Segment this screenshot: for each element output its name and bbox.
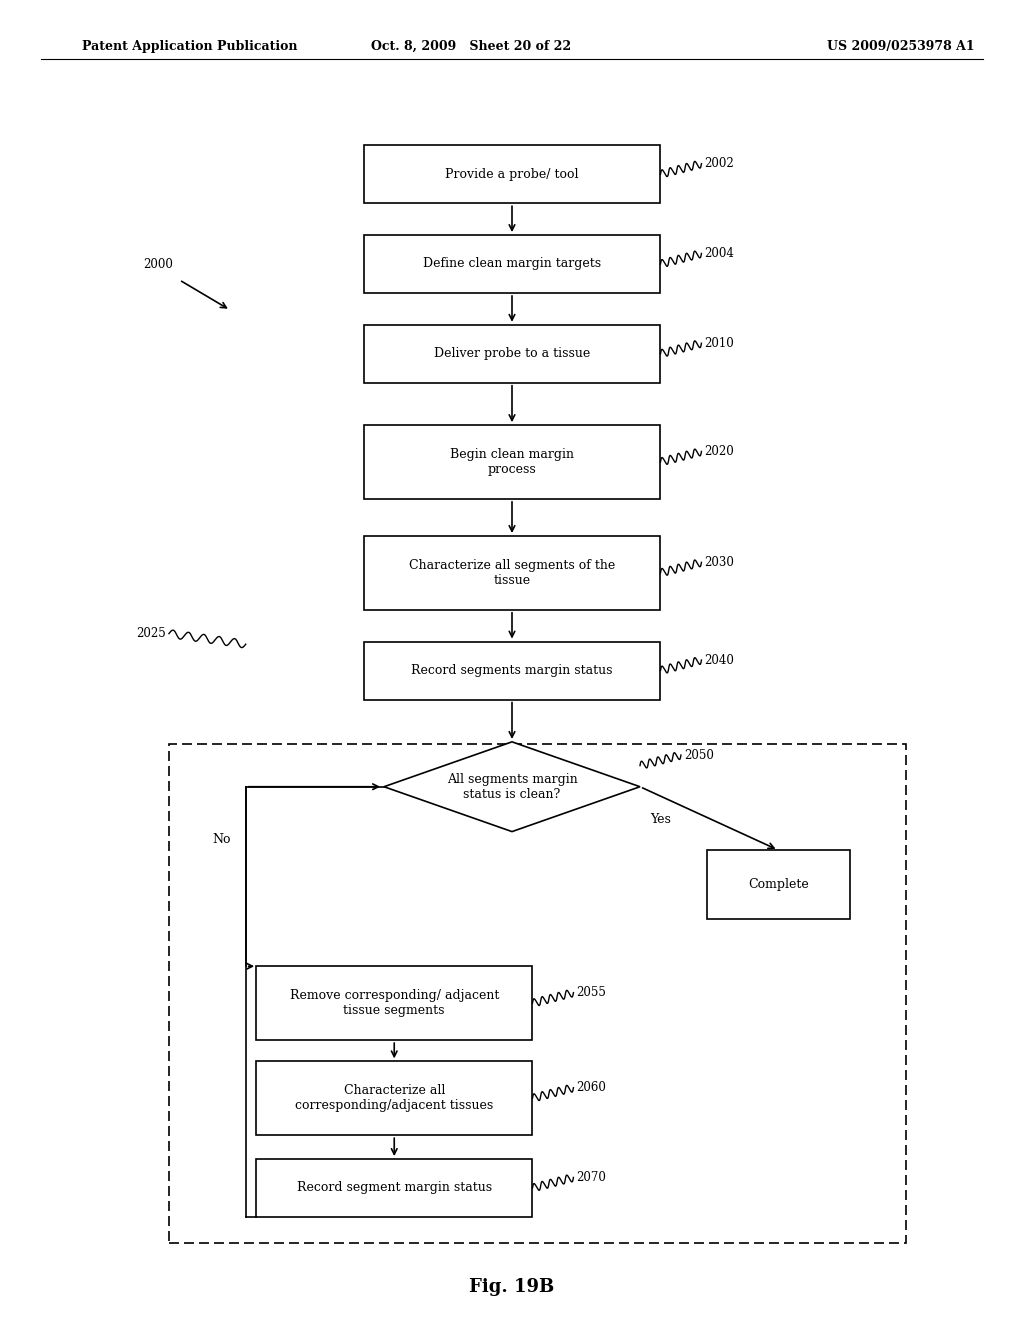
Text: Characterize all
corresponding/adjacent tissues: Characterize all corresponding/adjacent … (295, 1084, 494, 1113)
FancyBboxPatch shape (364, 145, 660, 203)
Text: Patent Application Publication: Patent Application Publication (82, 40, 297, 53)
Text: 2055: 2055 (577, 986, 606, 999)
Text: Fig. 19B: Fig. 19B (469, 1278, 555, 1296)
Text: Remove corresponding/ adjacent
tissue segments: Remove corresponding/ adjacent tissue se… (290, 989, 499, 1018)
Text: Oct. 8, 2009   Sheet 20 of 22: Oct. 8, 2009 Sheet 20 of 22 (371, 40, 571, 53)
Text: All segments margin
status is clean?: All segments margin status is clean? (446, 772, 578, 801)
Text: 2000: 2000 (143, 257, 173, 271)
Text: 2002: 2002 (705, 157, 734, 170)
Polygon shape (384, 742, 640, 832)
FancyBboxPatch shape (364, 425, 660, 499)
Text: Provide a probe/ tool: Provide a probe/ tool (445, 168, 579, 181)
Text: 2060: 2060 (577, 1081, 606, 1094)
Text: Begin clean margin
process: Begin clean margin process (450, 447, 574, 477)
Text: Define clean margin targets: Define clean margin targets (423, 257, 601, 271)
Text: No: No (212, 833, 230, 846)
Text: Record segments margin status: Record segments margin status (412, 664, 612, 677)
Text: Record segment margin status: Record segment margin status (297, 1181, 492, 1195)
Text: 2070: 2070 (577, 1171, 606, 1184)
FancyBboxPatch shape (364, 325, 660, 383)
FancyBboxPatch shape (256, 1061, 532, 1135)
Text: 2050: 2050 (684, 748, 714, 762)
Text: 2020: 2020 (705, 445, 734, 458)
FancyBboxPatch shape (364, 642, 660, 700)
FancyBboxPatch shape (256, 1159, 532, 1217)
FancyBboxPatch shape (364, 536, 660, 610)
Text: 2040: 2040 (705, 653, 734, 667)
Text: 2004: 2004 (705, 247, 734, 260)
FancyBboxPatch shape (364, 235, 660, 293)
Text: 2030: 2030 (705, 556, 734, 569)
Text: US 2009/0253978 A1: US 2009/0253978 A1 (827, 40, 975, 53)
Text: Characterize all segments of the
tissue: Characterize all segments of the tissue (409, 558, 615, 587)
FancyBboxPatch shape (707, 850, 850, 919)
FancyBboxPatch shape (256, 966, 532, 1040)
Text: 2025: 2025 (136, 627, 166, 640)
Bar (169, 744, 906, 1243)
Text: 2010: 2010 (705, 337, 734, 350)
Text: Complete: Complete (748, 878, 809, 891)
Text: Deliver probe to a tissue: Deliver probe to a tissue (434, 347, 590, 360)
Text: Yes: Yes (650, 813, 671, 826)
